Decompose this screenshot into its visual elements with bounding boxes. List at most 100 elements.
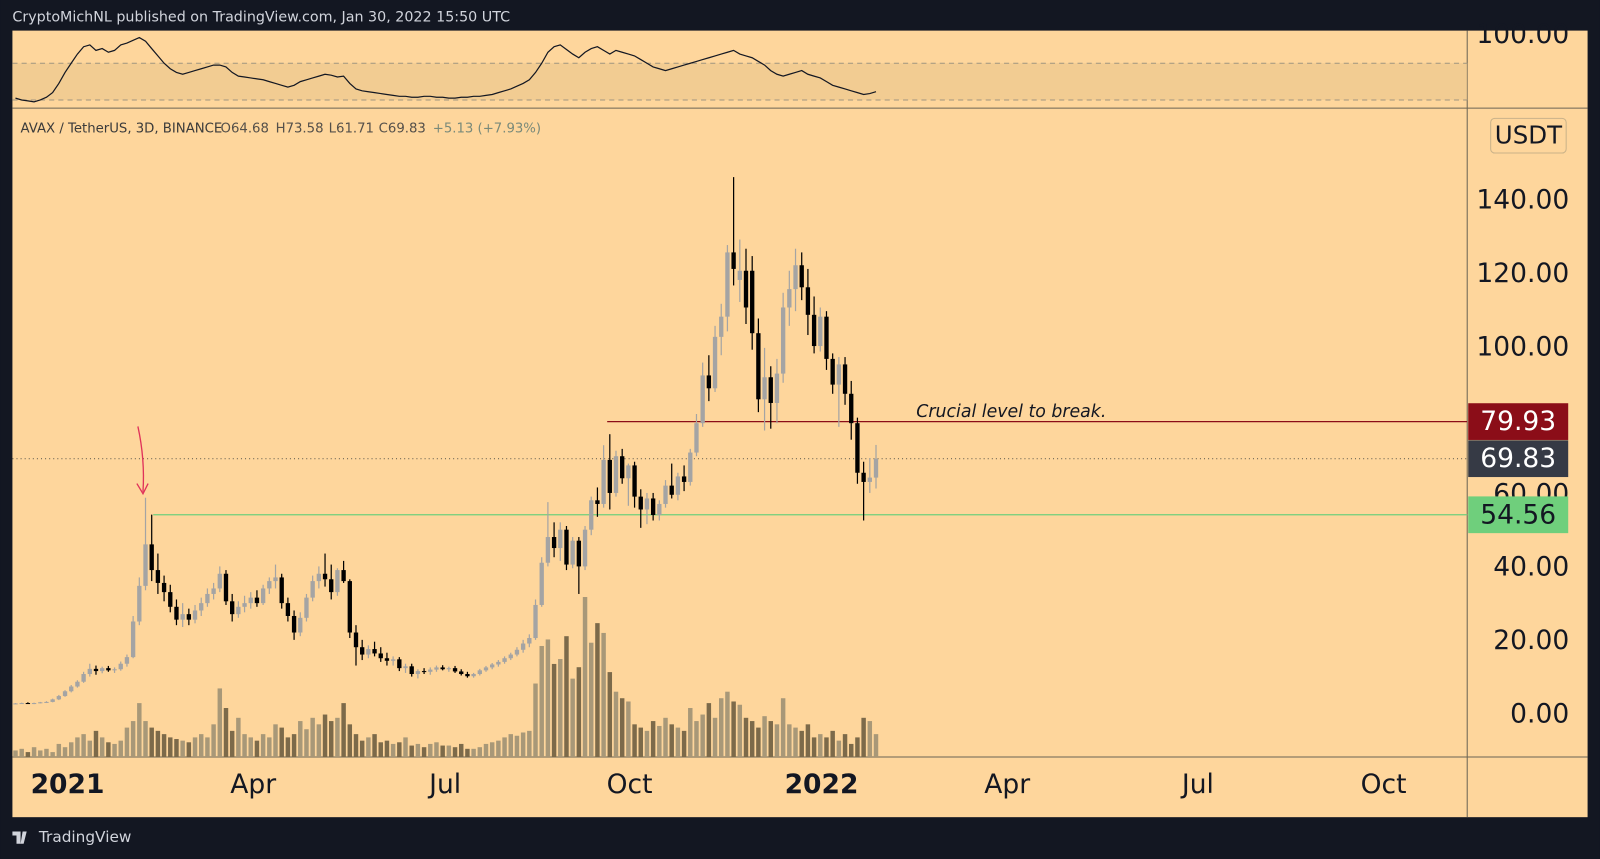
volume-bar xyxy=(613,691,619,757)
volume-bar xyxy=(304,729,309,757)
volume-bar xyxy=(161,734,167,757)
footer-logo xyxy=(12,831,27,844)
candle-body xyxy=(520,643,526,650)
candle-body xyxy=(360,647,365,655)
candle-body xyxy=(143,544,148,586)
candle-body xyxy=(50,699,55,702)
volume-bar xyxy=(638,727,643,757)
candle-body xyxy=(842,364,848,394)
x-tick-label: Apr xyxy=(230,769,276,800)
candle-body xyxy=(93,668,99,672)
candle-body xyxy=(545,537,551,563)
volume-bar xyxy=(143,721,148,757)
legend-low: L61.71 xyxy=(329,122,374,137)
candle-body xyxy=(558,529,563,549)
volume-bar xyxy=(50,752,55,757)
candle-body xyxy=(149,544,154,571)
candle-body xyxy=(527,638,532,644)
volume-bar xyxy=(130,721,136,757)
volume-bar xyxy=(205,737,210,757)
volume-bar xyxy=(217,688,223,757)
candle-body xyxy=(124,657,130,664)
volume-bar xyxy=(805,724,811,757)
candle-body xyxy=(626,465,631,479)
candle-body xyxy=(260,588,266,604)
unit-label: USDT xyxy=(1495,121,1563,150)
candle-body xyxy=(19,703,24,705)
candle-body xyxy=(230,601,235,615)
volume-bar xyxy=(285,737,291,757)
candle-body xyxy=(13,703,18,705)
chart-area xyxy=(12,30,1588,818)
candle-body xyxy=(570,540,575,565)
legend-change: +5.13 (+7.93%) xyxy=(433,122,541,137)
x-tick-label: Oct xyxy=(1361,769,1407,800)
volume-bar xyxy=(359,740,365,757)
candle-body xyxy=(378,653,383,659)
volume-bar xyxy=(774,724,780,757)
volume-bar xyxy=(836,740,842,757)
candle-body xyxy=(44,701,49,703)
candle-body xyxy=(589,500,594,530)
volume-bar xyxy=(390,743,396,757)
volume-bar xyxy=(254,740,260,757)
volume-bar xyxy=(452,747,458,757)
candle-body xyxy=(490,664,495,668)
candle-body xyxy=(279,577,284,604)
candle-body xyxy=(836,364,842,385)
volume-bar xyxy=(731,701,736,757)
volume-bar xyxy=(149,727,154,757)
candle-body xyxy=(329,579,334,593)
candle-body xyxy=(477,670,482,675)
volume-bar xyxy=(25,752,31,757)
candle-body xyxy=(780,307,786,374)
candle-body xyxy=(756,333,761,400)
level-badge-bg xyxy=(1468,403,1569,440)
candle-body xyxy=(737,270,742,280)
candle-body xyxy=(638,496,643,510)
volume-bar xyxy=(502,737,507,757)
volume-bar xyxy=(248,737,253,757)
volume-bar xyxy=(236,717,241,757)
volume-bar xyxy=(824,737,829,757)
candle-body xyxy=(663,485,668,504)
volume-bar xyxy=(378,742,383,757)
rsi-tick-label: 100.00 xyxy=(1476,19,1569,50)
volume-bar xyxy=(842,734,848,757)
candle-body xyxy=(291,615,297,633)
candle-body xyxy=(62,691,68,697)
candle-body xyxy=(576,540,582,567)
candle-body xyxy=(192,610,198,620)
volume-bar xyxy=(106,742,111,757)
volume-bar xyxy=(56,743,62,757)
volume-bar xyxy=(564,636,569,757)
volume-bar xyxy=(31,747,37,757)
candle-body xyxy=(409,666,414,675)
annotation: Crucial level to break. xyxy=(916,402,1106,422)
candle-body xyxy=(372,649,377,654)
candle-body xyxy=(582,529,588,567)
volume-bar xyxy=(514,735,520,757)
candle-body xyxy=(161,582,167,593)
candle-body xyxy=(799,265,804,288)
candle-body xyxy=(285,603,291,616)
volume-bar xyxy=(706,703,712,757)
candle-body xyxy=(459,671,464,675)
candle-body xyxy=(725,252,730,317)
volume-bar xyxy=(849,743,854,757)
candle-body xyxy=(403,666,408,669)
volume-bar xyxy=(335,717,340,757)
volume-bar xyxy=(700,714,705,757)
candle-body xyxy=(551,537,557,549)
volume-bar xyxy=(62,747,68,757)
volume-bar xyxy=(428,743,433,757)
volume-bar xyxy=(607,672,613,757)
volume-bar xyxy=(137,703,142,757)
candle-body xyxy=(254,597,260,604)
candle-body xyxy=(657,503,662,515)
volume-bar xyxy=(539,645,544,757)
y-tick-label: 120.00 xyxy=(1476,258,1569,289)
arrow-head xyxy=(136,483,149,496)
candle-body xyxy=(428,669,433,672)
volume-bar xyxy=(749,721,755,757)
